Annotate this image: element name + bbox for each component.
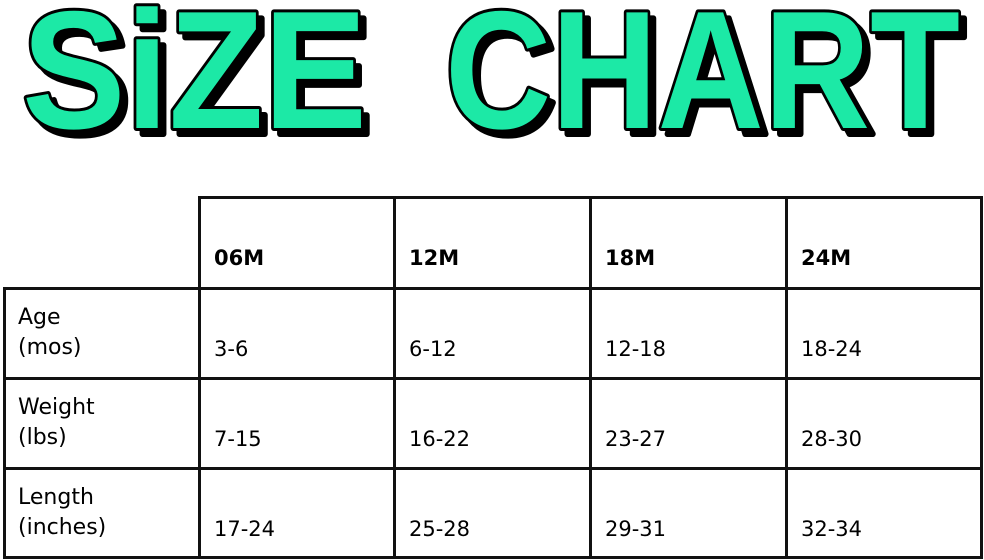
table-cell: 18-24 xyxy=(801,337,863,361)
table-grid-line xyxy=(393,196,396,559)
table-grid-line xyxy=(980,196,983,559)
table-cell: 28-30 xyxy=(801,427,863,451)
table-cell: 7-15 xyxy=(214,427,262,451)
table-cell: 17-24 xyxy=(214,517,276,541)
table-cell: 3-6 xyxy=(214,337,249,361)
table-cell: 32-34 xyxy=(801,517,863,541)
table-cell: 6-12 xyxy=(409,337,457,361)
column-header: 06M xyxy=(214,246,265,270)
row-label: (mos) xyxy=(18,335,82,360)
size-chart-title: SiZE CHART xyxy=(19,0,963,160)
table-grid-line xyxy=(3,467,983,470)
row-label: (inches) xyxy=(18,515,107,540)
table-cell: 12-18 xyxy=(605,337,667,361)
table-grid-line xyxy=(3,377,983,380)
title-word-size: SiZE xyxy=(22,0,367,160)
column-header: 12M xyxy=(409,246,460,270)
row-label: Length xyxy=(18,485,94,510)
row-label: (lbs) xyxy=(18,425,67,450)
table-grid-line xyxy=(198,196,201,559)
table-cell: 16-22 xyxy=(409,427,471,451)
table-grid-line xyxy=(589,196,592,559)
table-cell: 29-31 xyxy=(605,517,667,541)
row-label: Weight xyxy=(18,395,95,420)
title-word-chart: CHART xyxy=(445,0,960,160)
table-grid-line xyxy=(3,287,6,559)
table-grid-line xyxy=(3,287,983,290)
column-header: 18M xyxy=(605,246,656,270)
table-cell: 23-27 xyxy=(605,427,667,451)
table-grid-line xyxy=(785,196,788,559)
table-cell: 25-28 xyxy=(409,517,471,541)
table-grid-line xyxy=(3,556,983,559)
column-header: 24M xyxy=(801,246,852,270)
row-label: Age xyxy=(18,305,61,330)
